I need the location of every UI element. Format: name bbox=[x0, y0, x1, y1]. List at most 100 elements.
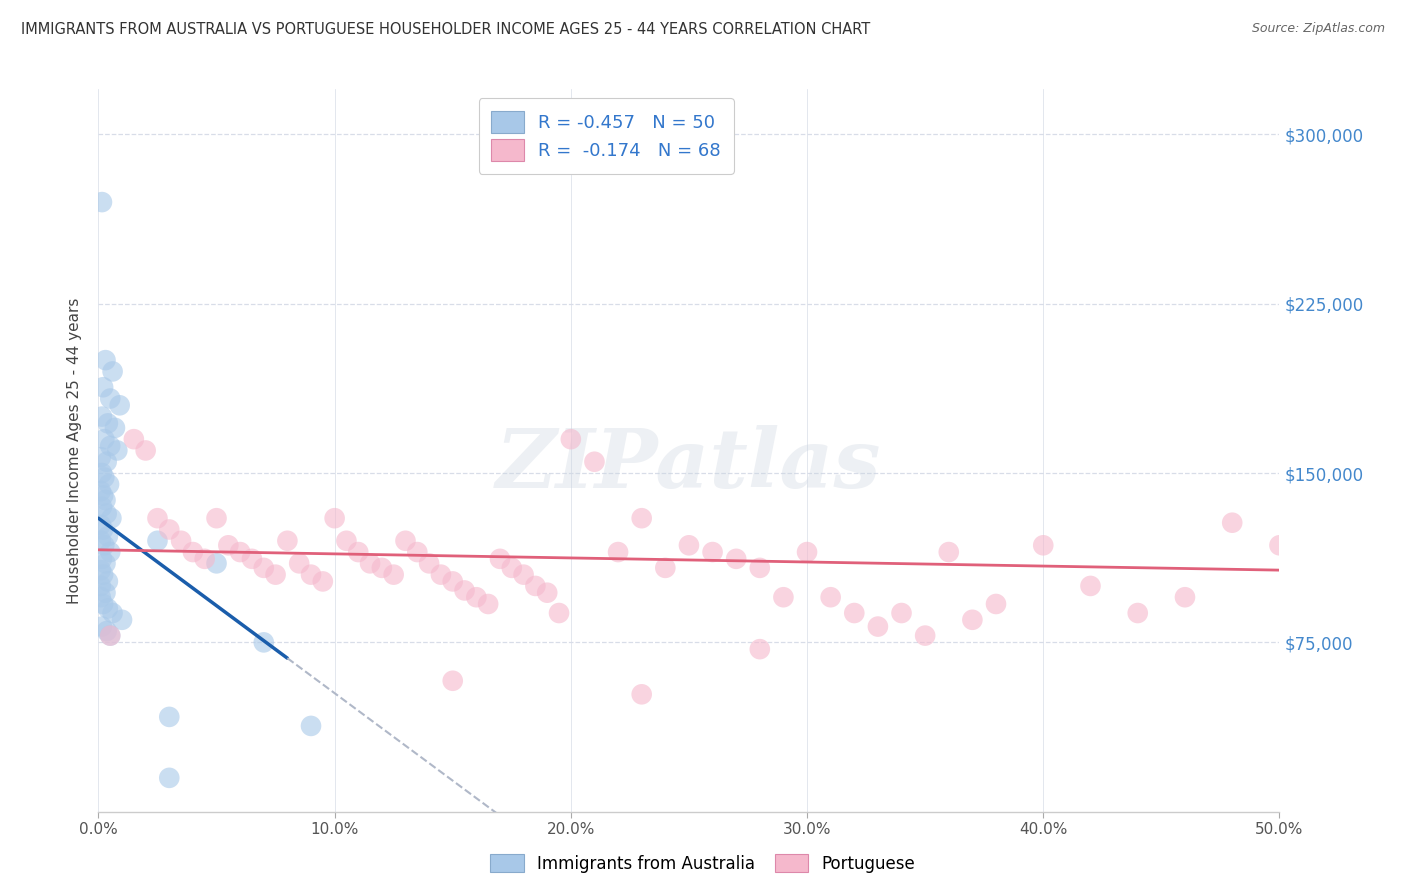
Point bbox=[181, 545, 204, 559]
Point bbox=[101, 364, 124, 378]
Point bbox=[501, 561, 523, 575]
Point bbox=[335, 533, 357, 548]
Point bbox=[607, 545, 630, 559]
Point bbox=[347, 545, 370, 559]
Point bbox=[217, 538, 239, 552]
Point bbox=[264, 567, 287, 582]
Point bbox=[94, 353, 117, 368]
Point bbox=[524, 579, 547, 593]
Point bbox=[654, 561, 676, 575]
Point bbox=[91, 567, 114, 582]
Point bbox=[93, 470, 115, 484]
Point bbox=[489, 551, 512, 566]
Point bbox=[104, 421, 127, 435]
Point bbox=[194, 551, 217, 566]
Point bbox=[477, 597, 499, 611]
Point bbox=[97, 601, 120, 615]
Point bbox=[97, 574, 120, 589]
Point bbox=[96, 507, 118, 521]
Point bbox=[820, 591, 842, 605]
Point bbox=[93, 432, 115, 446]
Point bbox=[938, 545, 960, 559]
Point bbox=[702, 545, 724, 559]
Point bbox=[583, 455, 606, 469]
Point bbox=[90, 533, 112, 548]
Point bbox=[91, 195, 114, 210]
Point bbox=[146, 533, 169, 548]
Point bbox=[288, 557, 311, 571]
Point bbox=[91, 551, 114, 566]
Point bbox=[560, 432, 582, 446]
Point bbox=[253, 561, 276, 575]
Point bbox=[962, 613, 984, 627]
Point bbox=[453, 583, 475, 598]
Point bbox=[97, 417, 120, 431]
Text: Source: ZipAtlas.com: Source: ZipAtlas.com bbox=[1251, 22, 1385, 36]
Point bbox=[91, 500, 114, 514]
Point bbox=[323, 511, 346, 525]
Point bbox=[91, 380, 114, 394]
Point bbox=[90, 518, 112, 533]
Point bbox=[101, 606, 124, 620]
Point bbox=[98, 545, 121, 559]
Point bbox=[630, 687, 652, 701]
Legend: R = -0.457   N = 50, R =  -0.174   N = 68: R = -0.457 N = 50, R = -0.174 N = 68 bbox=[479, 98, 734, 174]
Point bbox=[276, 533, 298, 548]
Point bbox=[914, 629, 936, 643]
Text: IMMIGRANTS FROM AUSTRALIA VS PORTUGUESE HOUSEHOLDER INCOME AGES 25 - 44 YEARS CO: IMMIGRANTS FROM AUSTRALIA VS PORTUGUESE … bbox=[21, 22, 870, 37]
Point bbox=[146, 511, 169, 525]
Point bbox=[418, 557, 440, 571]
Text: ZIPatlas: ZIPatlas bbox=[496, 425, 882, 505]
Point bbox=[359, 557, 381, 571]
Point bbox=[135, 443, 157, 458]
Point bbox=[844, 606, 866, 620]
Point bbox=[430, 567, 453, 582]
Point bbox=[157, 710, 180, 724]
Point bbox=[229, 545, 252, 559]
Point bbox=[105, 443, 128, 458]
Point bbox=[748, 561, 770, 575]
Point bbox=[205, 557, 228, 571]
Point bbox=[122, 432, 145, 446]
Point bbox=[98, 439, 121, 453]
Point bbox=[90, 450, 112, 465]
Point bbox=[96, 624, 118, 639]
Point bbox=[170, 533, 193, 548]
Point bbox=[90, 484, 112, 499]
Point bbox=[1032, 538, 1054, 552]
Point bbox=[406, 545, 429, 559]
Point bbox=[796, 545, 818, 559]
Point bbox=[312, 574, 335, 589]
Point bbox=[465, 591, 488, 605]
Point bbox=[772, 591, 794, 605]
Point bbox=[748, 642, 770, 657]
Point bbox=[96, 455, 118, 469]
Point bbox=[394, 533, 416, 548]
Point bbox=[98, 477, 121, 491]
Legend: Immigrants from Australia, Portuguese: Immigrants from Australia, Portuguese bbox=[484, 847, 922, 880]
Point bbox=[94, 557, 117, 571]
Point bbox=[90, 563, 112, 577]
Point bbox=[91, 523, 114, 537]
Point bbox=[91, 619, 114, 633]
Point bbox=[1268, 538, 1291, 552]
Point bbox=[890, 606, 912, 620]
Point bbox=[441, 673, 464, 688]
Point bbox=[91, 597, 114, 611]
Point bbox=[678, 538, 700, 552]
Point bbox=[111, 613, 134, 627]
Point bbox=[382, 567, 405, 582]
Point bbox=[725, 551, 748, 566]
Point bbox=[299, 567, 322, 582]
Point bbox=[984, 597, 1007, 611]
Point bbox=[97, 529, 120, 543]
Point bbox=[98, 629, 121, 643]
Point bbox=[98, 392, 121, 406]
Point bbox=[299, 719, 322, 733]
Point bbox=[157, 523, 180, 537]
Y-axis label: Householder Income Ages 25 - 44 years: Householder Income Ages 25 - 44 years bbox=[67, 297, 83, 604]
Point bbox=[371, 561, 394, 575]
Point bbox=[91, 409, 114, 424]
Point bbox=[91, 489, 114, 503]
Point bbox=[1126, 606, 1149, 620]
